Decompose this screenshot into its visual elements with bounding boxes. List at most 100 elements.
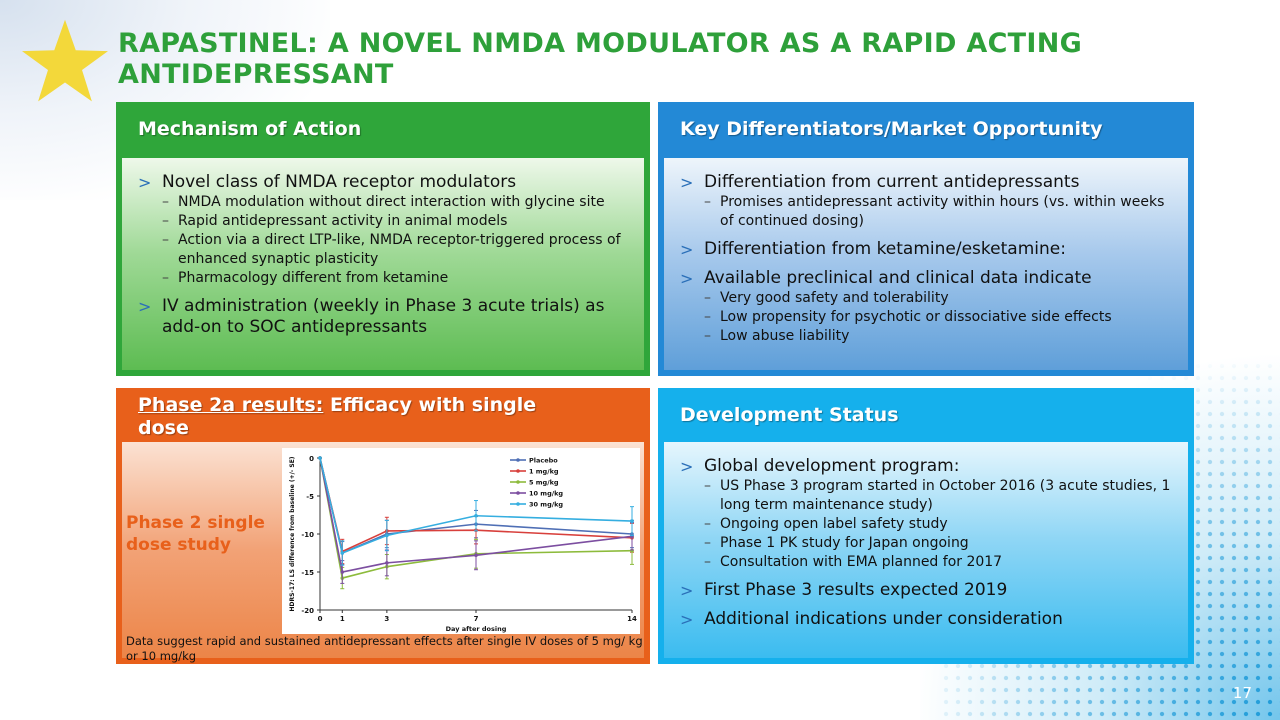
- bullet-text: Differentiation from ketamine/esketamine…: [704, 239, 1066, 259]
- y-tick-label: -20: [301, 607, 314, 615]
- sub-bullet-text: NMDA modulation without direct interacti…: [178, 194, 605, 210]
- legend-label: 1 mg/kg: [529, 468, 559, 476]
- sub-bullet-item: – Rapid antidepressant activity in animal…: [134, 212, 634, 231]
- dash-icon: –: [704, 290, 711, 306]
- sub-bullet-item: – Pharmacology different from ketamine: [134, 269, 634, 288]
- dash-icon: –: [162, 213, 169, 229]
- x-tick-label: 1: [340, 615, 345, 623]
- bullet-item: > Available preclinical and clinical data…: [676, 268, 1178, 289]
- dash-icon: –: [704, 328, 711, 344]
- sub-bullet-item: – NMDA modulation without direct interact…: [134, 193, 634, 212]
- bullet-item: > Differentiation from ketamine/esketamin…: [676, 239, 1178, 260]
- legend-marker: [516, 469, 520, 473]
- bullet-arrow-icon: >: [138, 297, 152, 316]
- bullet-item: > Novel class of NMDA receptor modulators: [134, 172, 634, 193]
- sub-bullet-text: Low propensity for psychotic or dissocia…: [720, 309, 1112, 325]
- sub-bullet-text: Phase 1 PK study for Japan ongoing: [720, 535, 969, 551]
- phase2-study-label: Phase 2 single dose study: [126, 513, 265, 555]
- efficacy-chart: 0 -5 -10 -15 -20 0 1 3 7 14 Day after dosing HDRS-1…: [282, 448, 640, 634]
- data-point: [630, 519, 634, 523]
- x-tick-label: 14: [627, 615, 637, 623]
- sub-bullet-item: – Low propensity for psychotic or dissoci…: [676, 308, 1178, 327]
- dash-icon: –: [162, 232, 169, 248]
- phase2-heading: Phase 2a results: Efficacy with single d…: [116, 388, 586, 440]
- legend-marker: [516, 480, 520, 484]
- sub-bullet-item: – Ongoing open label safety study: [676, 515, 1178, 534]
- development-heading: Development Status: [680, 404, 899, 426]
- dash-icon: –: [162, 194, 169, 210]
- development-body: > Global development program: – US Phase 3 …: [664, 442, 1188, 658]
- dash-icon: –: [704, 535, 711, 551]
- sub-bullet-item: – Low abuse liability: [676, 327, 1178, 346]
- phase2-panel: Phase 2a results: Efficacy with single d…: [116, 388, 650, 664]
- bullet-item: > First Phase 3 results expected 2019: [676, 580, 1178, 601]
- sub-bullet-item: – Action via a direct LTP-like, NMDA rece…: [134, 231, 634, 269]
- sub-bullet-text: Low abuse liability: [720, 328, 850, 344]
- dash-icon: –: [704, 194, 711, 210]
- dash-icon: –: [162, 270, 169, 286]
- data-point: [318, 456, 322, 460]
- x-axis-label: Day after dosing: [446, 625, 507, 633]
- sub-bullet-text: Promises antidepressant activity within …: [720, 194, 1165, 229]
- bullet-text: Available preclinical and clinical data …: [704, 268, 1092, 288]
- mechanism-body: > Novel class of NMDA receptor modulators…: [122, 158, 644, 370]
- bullet-text: Novel class of NMDA receptor modulators: [162, 172, 517, 192]
- differentiators-panel: Key Differentiators/Market Opportunity >…: [658, 102, 1194, 376]
- mechanism-heading: Mechanism of Action: [138, 118, 362, 140]
- bullet-item: > Additional indications under considerat…: [676, 609, 1178, 630]
- data-point: [474, 513, 478, 518]
- bullet-item: > IV administration (weekly in Phase 3 ac…: [134, 296, 634, 338]
- phase2-heading-rest: Efficacy with single dose: [138, 394, 537, 439]
- x-tick-label: 3: [384, 615, 389, 623]
- mechanism-list: > Novel class of NMDA receptor modulators…: [134, 172, 634, 338]
- bullet-text: First Phase 3 results expected 2019: [704, 580, 1008, 600]
- page-number: 17: [1232, 684, 1252, 702]
- differentiators-heading: Key Differentiators/Market Opportunity: [680, 118, 1103, 140]
- development-panel: Development Status > Global development p…: [658, 388, 1194, 664]
- sub-bullet-text: Very good safety and tolerability: [720, 290, 949, 306]
- page-title: RAPASTINEL: A NOVEL NMDA MODULATOR AS A …: [118, 28, 1083, 90]
- phase2-note: Data suggest rapid and sustained antidep…: [126, 634, 643, 663]
- bullet-arrow-icon: >: [680, 240, 694, 259]
- bullet-arrow-icon: >: [680, 610, 694, 629]
- sub-bullet-text: US Phase 3 program started in October 20…: [720, 478, 1171, 513]
- bullet-text: IV administration (weekly in Phase 3 acu…: [162, 296, 605, 337]
- development-list: > Global development program: – US Phase 3 …: [676, 456, 1178, 630]
- x-tick-label: 7: [474, 615, 479, 623]
- data-point: [385, 561, 389, 565]
- y-tick-label: -5: [306, 493, 314, 501]
- y-tick-label: -10: [301, 531, 314, 539]
- sub-bullet-item: – Phase 1 PK study for Japan ongoing: [676, 534, 1178, 553]
- data-point: [340, 570, 345, 574]
- legend-label: 30 mg/kg: [529, 501, 563, 509]
- dash-icon: –: [704, 478, 711, 494]
- bullet-arrow-icon: >: [680, 457, 694, 476]
- bullet-arrow-icon: >: [680, 581, 694, 600]
- sub-bullet-text: Pharmacology different from ketamine: [178, 270, 449, 286]
- sub-bullet-item: – Very good safety and tolerability: [676, 289, 1178, 308]
- differentiators-body: > Differentiation from current antidepres…: [664, 158, 1188, 370]
- sub-bullet-text: Consultation with EMA planned for 2017: [720, 554, 1003, 570]
- dash-icon: –: [704, 554, 711, 570]
- efficacy-chart-svg: 0 -5 -10 -15 -20 0 1 3 7 14 Day after dosing HDRS-1…: [289, 455, 637, 633]
- sub-bullet-text: Action via a direct LTP-like, NMDA recep…: [178, 232, 621, 267]
- sub-bullet-text: Rapid antidepressant activity in animal …: [178, 213, 508, 229]
- sub-bullet-item: – Consultation with EMA planned for 2017: [676, 553, 1178, 572]
- bullet-arrow-icon: >: [680, 173, 694, 192]
- legend-label: Placebo: [529, 457, 558, 465]
- bullet-arrow-icon: >: [138, 173, 152, 192]
- data-point: [474, 553, 478, 558]
- bullet-text: Global development program:: [704, 456, 960, 476]
- legend-label: 10 mg/kg: [529, 490, 563, 498]
- bullet-arrow-icon: >: [680, 269, 694, 288]
- y-axis-label: HDRS-17: LS difference from baseline (+/…: [289, 456, 296, 611]
- bullet-text: Differentiation from current antidepress…: [704, 172, 1080, 192]
- legend-label: 5 mg/kg: [529, 479, 559, 487]
- y-tick-label: 0: [309, 455, 314, 463]
- dash-icon: –: [704, 516, 711, 532]
- x-tick-label: 0: [318, 615, 323, 623]
- differentiators-list: > Differentiation from current antidepres…: [676, 172, 1178, 346]
- bullet-text: Additional indications under considerati…: [704, 609, 1063, 629]
- bullet-item: > Global development program:: [676, 456, 1178, 477]
- bullet-item: > Differentiation from current antidepres…: [676, 172, 1178, 193]
